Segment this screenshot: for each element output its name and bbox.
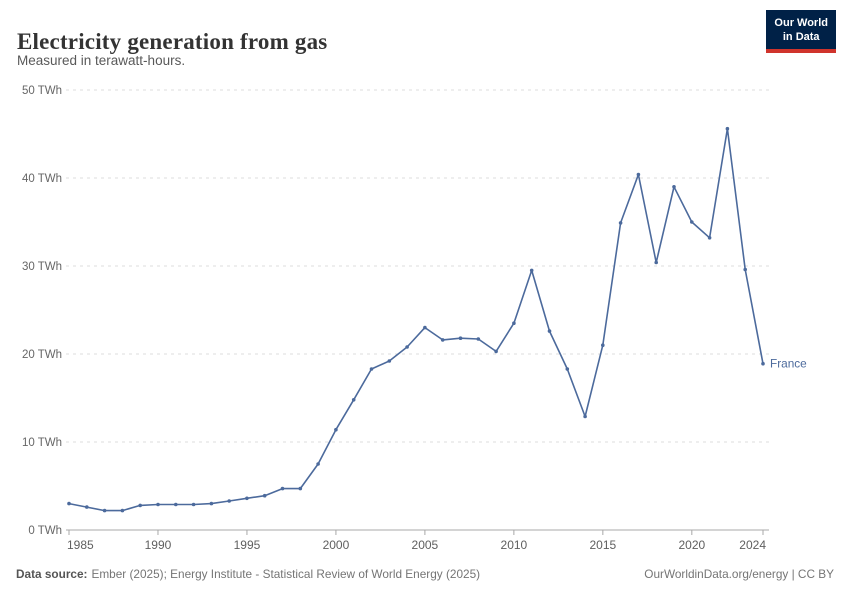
data-point — [245, 496, 249, 501]
data-point — [369, 367, 374, 371]
data-point — [227, 499, 231, 503]
data-point — [618, 221, 623, 225]
page-title: Electricity generation from gas — [17, 29, 328, 55]
data-point — [67, 501, 71, 506]
x-axis-label: 2000 — [323, 538, 350, 552]
data-point — [262, 493, 267, 498]
data-point — [423, 325, 427, 330]
y-axis-label: 30 TWh — [22, 261, 62, 273]
data-point — [601, 343, 605, 348]
chart-subtitle: Measured in terawatt-hours. — [17, 53, 186, 68]
data-point — [351, 398, 356, 402]
y-axis-label: 50 TWh — [22, 85, 62, 97]
data-point — [547, 329, 552, 333]
data-point — [512, 321, 516, 326]
data-point — [690, 220, 694, 224]
data-point — [156, 502, 160, 507]
data-source-label: Data source: — [16, 567, 88, 581]
x-axis-label: 2020 — [678, 538, 705, 552]
x-axis-label: 1990 — [145, 538, 172, 552]
data-point — [672, 185, 676, 189]
owid-logo-line1: Our World — [774, 17, 828, 29]
data-point — [458, 336, 463, 341]
x-axis-label: 2024 — [739, 538, 766, 552]
data-point — [174, 502, 178, 507]
x-axis-label: 2015 — [589, 538, 616, 552]
x-axis-label: 2010 — [501, 538, 528, 552]
data-point — [494, 349, 498, 354]
data-point — [529, 268, 534, 273]
y-axis-label: 40 TWh — [22, 173, 62, 185]
data-source-text: Ember (2025); Energy Institute - Statist… — [91, 567, 481, 581]
data-point — [440, 338, 445, 342]
data-source-note: Data source: Ember (2025); Energy Institu… — [16, 567, 480, 581]
data-point — [102, 508, 107, 513]
data-point — [565, 367, 570, 371]
data-line — [68, 127, 764, 512]
x-axis-label: 2005 — [412, 538, 439, 552]
data-point — [191, 502, 196, 507]
series-label: France — [770, 357, 807, 371]
data-point — [654, 260, 658, 265]
data-point — [209, 501, 214, 506]
data-point — [334, 427, 338, 432]
data-point — [743, 267, 747, 272]
owid-url-link[interactable]: OurWorldinData.org/energy | CC BY — [644, 567, 834, 581]
data-point — [120, 508, 125, 513]
owid-logo[interactable]: Our World in Data — [766, 10, 836, 53]
owid-logo-line2: in Data — [782, 31, 820, 44]
y-axis-label: 0 TWh — [28, 525, 62, 537]
data-point — [583, 414, 587, 419]
data-point — [636, 172, 641, 177]
data-point — [138, 503, 142, 508]
y-axis-label: 10 TWh — [22, 437, 62, 449]
data-point — [405, 345, 409, 349]
data-point — [85, 505, 89, 509]
data-point — [387, 359, 392, 363]
chart-footer: Data source: Ember (2025); Energy Institu… — [0, 567, 850, 581]
x-axis-label: 1985 — [67, 538, 94, 552]
y-axis-label: 20 TWh — [22, 349, 62, 361]
data-point — [316, 462, 320, 466]
data-point — [298, 486, 303, 491]
data-point — [280, 486, 285, 491]
data-point — [761, 361, 765, 366]
x-axis-label: 1995 — [234, 538, 261, 552]
data-point — [707, 236, 712, 240]
data-point — [476, 337, 481, 341]
data-point — [725, 126, 730, 131]
